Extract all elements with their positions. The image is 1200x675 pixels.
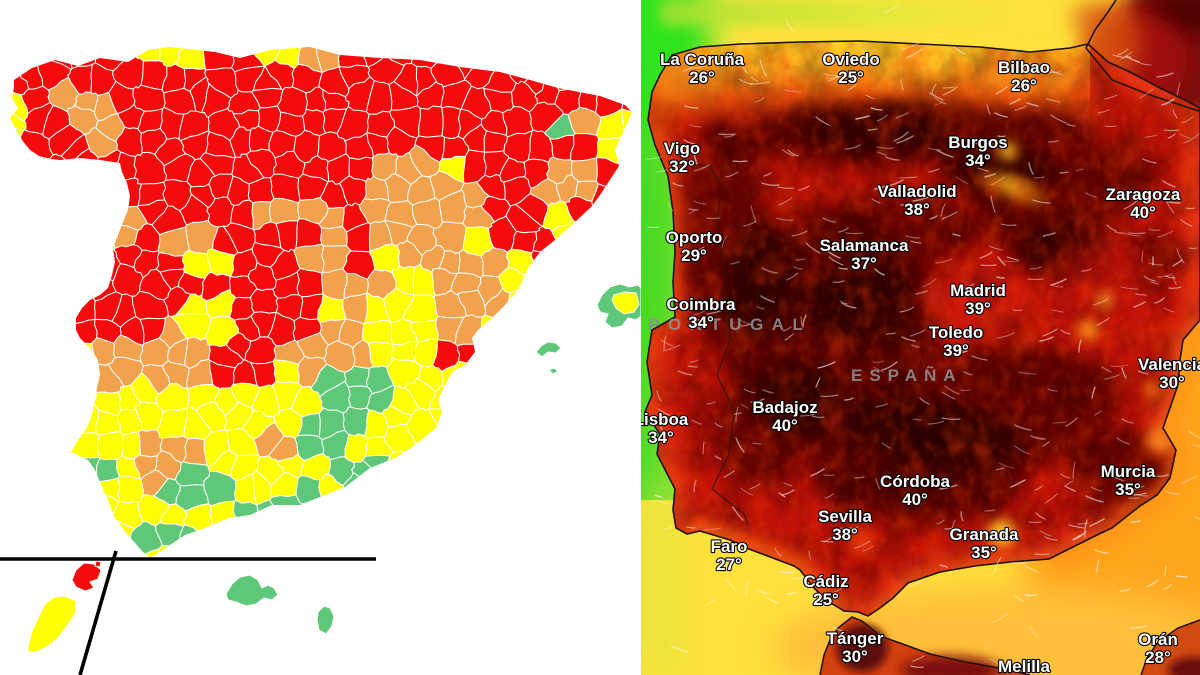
svg-text:34°: 34° [688, 313, 714, 332]
svg-text:Lisboa: Lisboa [634, 410, 689, 429]
svg-text:Toledo: Toledo [929, 323, 983, 342]
svg-text:26°: 26° [689, 68, 715, 87]
svg-text:PORTUGAL: PORTUGAL [648, 315, 811, 334]
svg-text:Burgos: Burgos [948, 133, 1008, 152]
svg-text:Faro: Faro [711, 537, 748, 556]
svg-text:40°: 40° [1130, 203, 1156, 222]
svg-text:Zaragoza: Zaragoza [1106, 185, 1181, 204]
svg-text:ESPAÑA: ESPAÑA [851, 365, 963, 385]
svg-text:Oporto: Oporto [666, 228, 723, 247]
svg-text:37°: 37° [851, 254, 877, 273]
svg-text:29°: 29° [681, 246, 707, 265]
svg-text:38°: 38° [904, 200, 930, 219]
svg-text:Madrid: Madrid [950, 281, 1006, 300]
svg-text:32°: 32° [669, 157, 695, 176]
svg-text:28°: 28° [1145, 648, 1171, 667]
svg-text:39°: 39° [965, 299, 991, 318]
svg-text:Sevilla: Sevilla [818, 507, 872, 526]
svg-text:35°: 35° [971, 543, 997, 562]
svg-text:Coimbra: Coimbra [667, 295, 737, 314]
svg-text:30°: 30° [1159, 373, 1185, 392]
svg-text:25°: 25° [813, 590, 839, 609]
svg-text:Córdoba: Córdoba [880, 472, 950, 491]
svg-text:40°: 40° [772, 416, 798, 435]
svg-text:30°: 30° [842, 647, 868, 666]
svg-text:Vigo: Vigo [664, 139, 701, 158]
svg-text:Murcia: Murcia [1101, 462, 1156, 481]
svg-text:Cádiz: Cádiz [803, 572, 848, 591]
svg-text:Valencia: Valencia [1138, 355, 1200, 374]
svg-text:Granada: Granada [950, 525, 1020, 544]
svg-text:38°: 38° [832, 525, 858, 544]
svg-text:La Coruña: La Coruña [660, 50, 745, 69]
svg-text:Oviedo: Oviedo [822, 50, 880, 69]
svg-text:40°: 40° [902, 490, 928, 509]
svg-text:Tánger: Tánger [827, 629, 884, 648]
svg-text:Bilbao: Bilbao [998, 58, 1050, 77]
svg-text:Badajoz: Badajoz [752, 398, 817, 417]
svg-text:Melilla: Melilla [998, 657, 1051, 675]
svg-text:35°: 35° [1115, 480, 1141, 499]
svg-text:Orán: Orán [1138, 630, 1178, 649]
svg-text:34°: 34° [965, 151, 991, 170]
svg-text:26°: 26° [1011, 76, 1037, 95]
svg-text:25°: 25° [838, 68, 864, 87]
svg-text:Salamanca: Salamanca [820, 236, 909, 255]
svg-text:39°: 39° [943, 341, 969, 360]
svg-text:27°: 27° [716, 555, 742, 574]
svg-text:Valladolid: Valladolid [877, 182, 956, 201]
svg-text:34°: 34° [648, 428, 674, 447]
